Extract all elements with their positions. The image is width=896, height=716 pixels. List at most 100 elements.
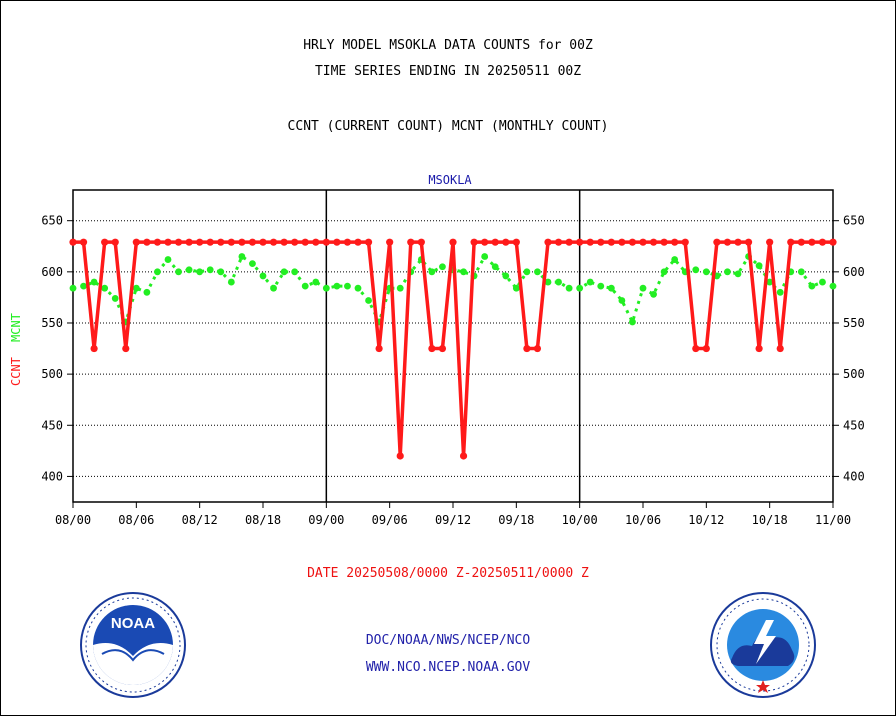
data-point-mcnt (660, 268, 668, 276)
data-point-ccnt (502, 238, 510, 246)
series-layer (69, 238, 837, 460)
data-point-ccnt (185, 238, 193, 246)
data-point-ccnt (196, 238, 204, 246)
data-point-mcnt (755, 262, 763, 270)
data-point-mcnt (808, 282, 816, 290)
x-tick-label: 09/00 (308, 513, 344, 527)
data-point-mcnt (819, 278, 826, 286)
data-point-mcnt (702, 268, 710, 276)
data-point-mcnt (143, 288, 151, 296)
chart-subtitle: CCNT (CURRENT COUNT) MCNT (MONTHLY COUNT… (287, 119, 609, 134)
data-point-mcnt (597, 282, 605, 290)
data-point-ccnt (481, 238, 489, 246)
data-point-ccnt (565, 238, 573, 246)
y-tick-label-right: 550 (843, 316, 865, 330)
data-point-mcnt (565, 284, 573, 292)
x-tick-label: 09/18 (498, 513, 534, 527)
data-point-ccnt (291, 238, 299, 246)
data-point-ccnt (206, 238, 214, 246)
data-point-mcnt (692, 266, 700, 274)
data-point-ccnt (248, 238, 257, 246)
data-point-mcnt (618, 297, 626, 304)
x-tick-label: 08/00 (55, 513, 91, 527)
data-point-ccnt (586, 238, 594, 246)
data-point-mcnt (322, 284, 330, 292)
data-point-ccnt (744, 238, 753, 246)
data-point-mcnt (724, 268, 731, 276)
data-point-ccnt (364, 238, 373, 246)
data-point-mcnt (396, 284, 404, 292)
data-point-ccnt (90, 344, 98, 353)
data-point-ccnt (101, 238, 109, 246)
data-point-mcnt (512, 284, 520, 292)
data-point-ccnt (459, 452, 468, 460)
data-point-mcnt (829, 282, 837, 290)
data-point-mcnt (776, 288, 784, 296)
data-point-ccnt (660, 238, 668, 246)
x-tick-label: 10/00 (562, 513, 598, 527)
data-point-mcnt (544, 278, 552, 286)
y-axis-label-ccnt: CCNT (9, 357, 23, 386)
data-point-ccnt (322, 238, 330, 246)
data-point-mcnt (185, 266, 193, 274)
data-point-ccnt (301, 238, 309, 246)
data-point-ccnt (280, 238, 288, 246)
y-tick-label-right: 500 (843, 367, 865, 381)
data-point-ccnt (523, 344, 531, 353)
y-tick-label-right: 450 (843, 418, 865, 432)
series-ccnt (69, 238, 837, 460)
data-point-mcnt (428, 268, 436, 276)
data-point-ccnt (512, 238, 520, 246)
data-point-mcnt (101, 284, 109, 292)
x-tick-label: 10/06 (625, 513, 661, 527)
x-tick-label: 09/06 (372, 513, 408, 527)
x-tick-label: 09/12 (435, 513, 471, 527)
data-point-mcnt (249, 260, 256, 268)
station-label: MSOKLA (428, 173, 472, 187)
data-point-ccnt (164, 238, 172, 246)
data-point-mcnt (797, 268, 805, 276)
data-point-ccnt (132, 238, 140, 246)
data-point-mcnt (259, 272, 267, 280)
data-point-mcnt (154, 268, 161, 276)
data-point-mcnt (196, 268, 204, 276)
y-tick-label-left: 550 (41, 316, 63, 330)
data-point-mcnt (90, 278, 98, 286)
data-point-ccnt (787, 238, 795, 246)
data-point-ccnt (829, 238, 837, 246)
y-tick-labels: 400 400 450 450 500 500 550 550 600 600 650 650 (41, 214, 864, 484)
data-point-mcnt (439, 263, 446, 271)
x-tick-label: 10/18 (752, 513, 788, 527)
website-link[interactable]: WWW.NCO.NCEP.NOAA.GOV (365, 660, 531, 675)
data-point-ccnt (386, 238, 394, 246)
data-point-ccnt (396, 452, 404, 460)
y-tick-label-left: 500 (41, 367, 63, 381)
data-point-ccnt (681, 238, 689, 246)
data-point-mcnt (344, 282, 351, 290)
data-point-ccnt (438, 344, 447, 353)
data-point-ccnt (692, 344, 700, 353)
data-point-ccnt (533, 344, 542, 353)
data-point-ccnt (544, 238, 552, 246)
chart-title-line1: HRLY MODEL MSOKLA DATA COUNTS for 00Z (303, 38, 593, 53)
data-point-mcnt (650, 290, 657, 298)
plot-axes (67, 189, 839, 508)
data-point-mcnt (80, 282, 87, 290)
data-point-ccnt (343, 238, 352, 246)
y-tick-label-right: 650 (843, 214, 865, 228)
data-point-ccnt (576, 238, 584, 246)
data-point-ccnt (375, 344, 383, 353)
y-tick-label-right: 600 (843, 265, 865, 279)
data-point-mcnt (607, 284, 615, 292)
data-point-ccnt (111, 238, 119, 246)
y-tick-label-left: 450 (41, 418, 63, 432)
data-point-ccnt (649, 238, 658, 246)
x-tick-label: 08/18 (245, 513, 281, 527)
data-point-mcnt (629, 318, 636, 326)
data-point-ccnt (554, 238, 563, 246)
x-tick-label: 10/12 (688, 513, 724, 527)
data-point-mcnt (766, 278, 774, 286)
data-point-mcnt (312, 278, 320, 286)
data-point-mcnt (523, 268, 531, 276)
data-point-ccnt (122, 344, 130, 353)
